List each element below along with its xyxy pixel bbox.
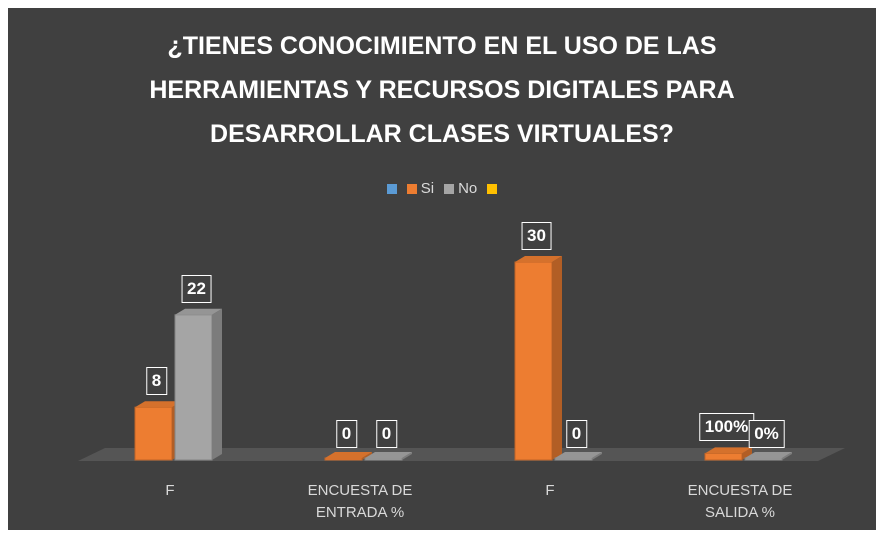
bar-side	[212, 308, 222, 460]
floor	[78, 448, 845, 461]
bar	[134, 406, 173, 461]
bar-side	[402, 452, 412, 460]
bar-top	[365, 452, 412, 458]
legend-swatch	[406, 183, 417, 194]
bar-top	[175, 308, 222, 315]
data-label: 8	[145, 367, 168, 396]
bar-top	[705, 447, 752, 454]
bar	[554, 457, 593, 461]
bar-side	[592, 452, 602, 460]
data-label: 0	[565, 420, 588, 448]
data-label: 100%	[698, 413, 755, 442]
bar	[744, 457, 783, 461]
legend-item	[487, 183, 498, 194]
bar	[514, 261, 553, 461]
bar-top	[515, 256, 562, 262]
bar	[324, 457, 363, 461]
legend: Si No	[0, 180, 884, 197]
legend-swatch	[386, 183, 397, 194]
data-label: 0%	[748, 420, 785, 448]
data-label: 22	[181, 274, 212, 303]
bar-side	[742, 447, 752, 460]
legend-swatch	[487, 183, 498, 194]
x-tick-label: F	[545, 482, 555, 499]
x-tick-label: F	[165, 482, 175, 499]
data-label: 0	[335, 420, 358, 448]
bar-top	[745, 452, 792, 458]
legend-label: No	[458, 180, 478, 197]
bar-top	[555, 452, 602, 458]
legend-swatch	[444, 183, 455, 194]
legend-item	[386, 183, 397, 194]
x-tick-label: ENCUESTA DE ENTRADA %	[307, 482, 413, 521]
data-label: 30	[521, 222, 552, 250]
bar-top	[135, 401, 182, 408]
chart-title: ¿TIENES CONOCIMIENTO EN EL USO DE LAS HE…	[149, 32, 735, 148]
data-label: 0	[375, 420, 398, 448]
bar	[364, 457, 403, 461]
bar-side	[552, 256, 562, 460]
legend-item: No	[444, 180, 477, 197]
legend-label: Si	[420, 180, 435, 197]
bar	[704, 452, 743, 461]
x-tick-label: ENCUESTA DE SALIDA %	[687, 482, 793, 521]
legend-item: Si	[406, 180, 435, 197]
bar	[174, 314, 213, 461]
bar-side	[782, 452, 792, 460]
bar-top	[325, 452, 372, 458]
